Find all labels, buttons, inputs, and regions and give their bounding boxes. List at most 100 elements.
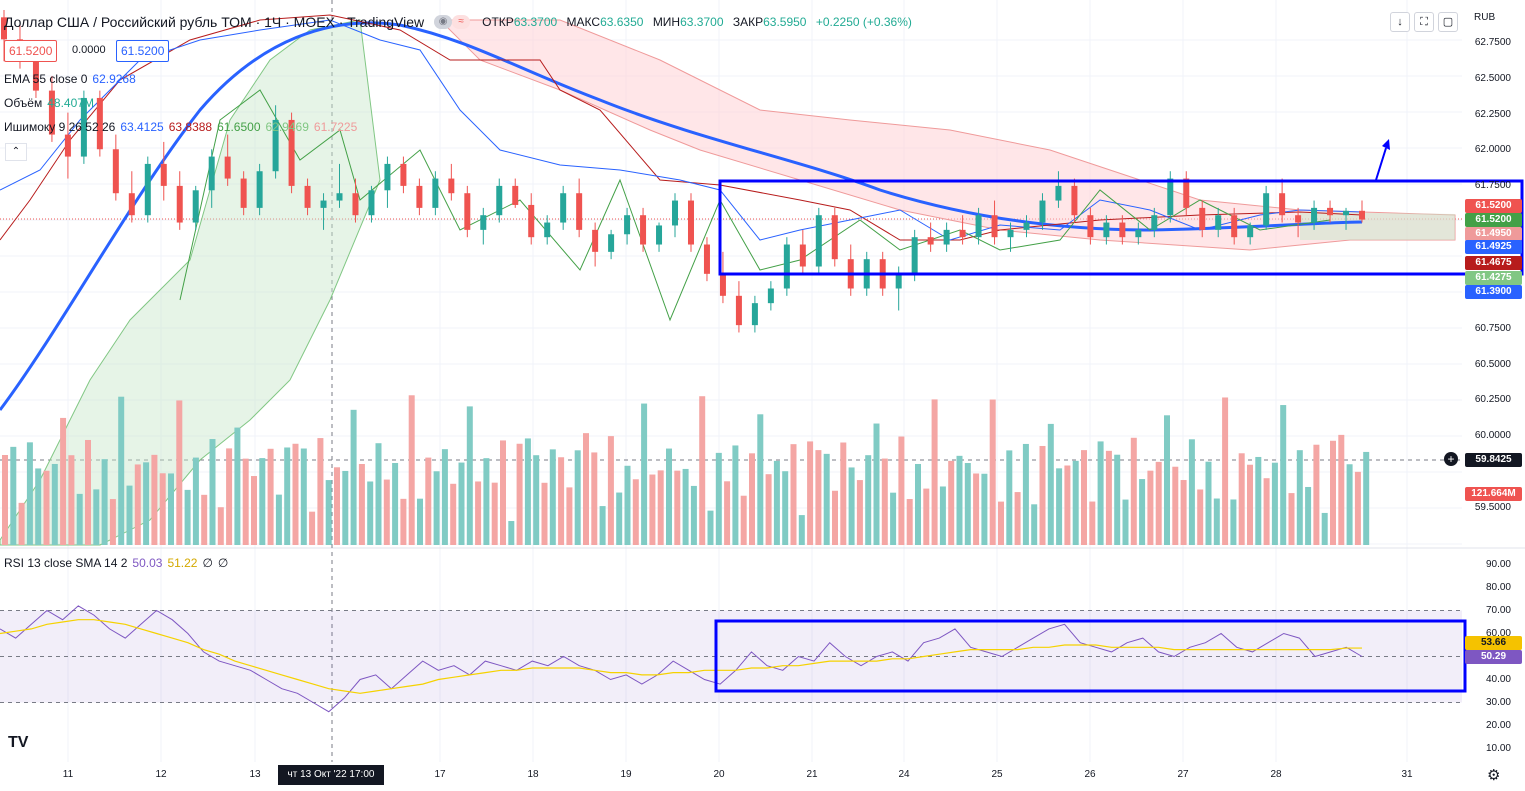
legend-ichimoku[interactable]: Ишимоку 9 26 52 26 63.4125 63.8388 61.6500 6… — [4, 120, 362, 134]
volume-bar — [1238, 453, 1245, 545]
volume-bar — [599, 506, 606, 545]
sell-price-box[interactable]: 61.5200 — [4, 40, 58, 62]
candle-body — [304, 185, 311, 208]
volume-bar — [500, 440, 506, 545]
volume-bar — [284, 447, 291, 545]
volume-bar — [890, 492, 897, 545]
volume-bar — [259, 458, 266, 545]
breakout-arrowhead — [1382, 139, 1390, 150]
candle-body — [1071, 185, 1078, 216]
collapse-legend-icon[interactable]: ⌃ — [5, 143, 27, 161]
volume-bar — [1280, 405, 1287, 545]
scroll-down-button[interactable]: ↓ — [1390, 12, 1410, 32]
volume-bar — [757, 414, 764, 545]
candle-body — [1199, 207, 1206, 230]
candle-body — [384, 163, 391, 191]
volume-bar — [1056, 468, 1063, 545]
volume-bar — [375, 443, 382, 545]
volume-bar — [724, 481, 731, 545]
ichimoku-cloud — [0, 19, 1456, 546]
price-tag: 61.3900 — [1465, 285, 1522, 299]
volume-bar — [1155, 461, 1162, 545]
candle-body — [32, 58, 39, 91]
volume-bar — [1296, 450, 1303, 545]
candle-body — [927, 237, 934, 245]
add-alert-icon[interactable]: + — [1444, 452, 1458, 466]
volume-bar — [400, 498, 407, 545]
settings-gear-icon[interactable]: ⚙ — [1487, 767, 1501, 784]
eye-icon: ◉ — [434, 15, 453, 29]
volume-bar — [1313, 444, 1320, 545]
price-axis-label: 62.5000 — [1474, 73, 1511, 84]
volume-bar — [1354, 471, 1361, 545]
volume-bar — [159, 473, 166, 545]
price-axis-label: 61.7500 — [1474, 180, 1511, 191]
volume-bar — [1014, 492, 1021, 545]
volume-bar — [1089, 501, 1096, 545]
tenkan-line — [0, 19, 1363, 241]
volume-bar — [458, 462, 465, 545]
candle-body — [1103, 222, 1110, 238]
candle-body — [1023, 222, 1030, 230]
volume-bar — [217, 507, 224, 545]
candle-body — [64, 134, 71, 157]
volume-bar — [1114, 454, 1121, 545]
volume-bar — [168, 473, 174, 545]
maximize-button[interactable]: ▢ — [1438, 12, 1458, 32]
volume-histogram — [2, 395, 1370, 545]
buy-price-box[interactable]: 61.5200 — [116, 40, 170, 62]
symbol-title[interactable]: Доллар США / Российский рубль ТОМ · 1Ч ·… — [4, 14, 425, 30]
price-tag: 61.5200 — [1465, 213, 1522, 227]
candle-body — [352, 193, 359, 216]
candle-body — [703, 244, 710, 274]
candle-body — [544, 222, 551, 238]
volume-bar — [732, 445, 739, 545]
legend-volume[interactable]: Объём 48.407M — [4, 96, 99, 110]
open-label: ОТКР — [482, 15, 514, 29]
volume-bar — [558, 457, 565, 545]
volume-bar — [251, 476, 257, 545]
time-axis-label: 25 — [991, 769, 1003, 780]
rsi-value: 50.03 — [132, 556, 163, 570]
candle-body — [368, 190, 375, 216]
volume-bar — [1047, 423, 1054, 545]
candle-body — [767, 288, 774, 304]
fullscreen-button[interactable]: ⛶ — [1414, 12, 1434, 32]
volume-tag: 121.664M — [1465, 487, 1522, 501]
candle-body — [1215, 215, 1222, 230]
high-label: МАКС — [566, 15, 601, 29]
volume-bar — [798, 515, 805, 545]
ichimoku-v4: 61.7225 — [313, 120, 358, 134]
candle-body — [1135, 229, 1142, 238]
volume-bar — [1064, 465, 1071, 545]
currency-label[interactable]: RUB — [1474, 12, 1496, 23]
legend-rsi[interactable]: RSI 13 close SMA 14 2 50.03 51.22 ∅ ∅ — [4, 556, 233, 570]
volume-bar — [1230, 499, 1237, 545]
ichimoku-v3: 62.9469 — [265, 120, 309, 134]
candle-body — [1311, 207, 1318, 223]
volume-bar — [1222, 397, 1229, 545]
ichimoku-v1: 63.8388 — [168, 120, 213, 134]
volume-bar — [881, 458, 888, 545]
volume-bar — [782, 471, 789, 545]
legend-ema[interactable]: EMA 55 close 0 62.9268 — [4, 72, 141, 86]
candle-body — [672, 200, 679, 226]
crosshair-price-tag: 59.8425 — [1465, 453, 1522, 467]
candle-body — [895, 273, 902, 289]
tradingview-logo[interactable]: TV — [8, 734, 29, 751]
candle-body — [176, 185, 183, 223]
rsi-axis-label: 80.00 — [1485, 581, 1511, 593]
volume-bar — [176, 400, 183, 545]
rsi-sma-value: 51.22 — [167, 556, 198, 570]
volume-bar — [441, 449, 448, 545]
candle-body — [1231, 215, 1238, 238]
volume-bar — [948, 460, 955, 545]
volume-bar — [1097, 441, 1104, 545]
volume-bar — [807, 441, 814, 545]
time-axis-label: 28 — [1270, 769, 1282, 780]
volume-bar — [524, 438, 531, 545]
volume-bar — [566, 487, 573, 545]
volume-bar — [1164, 415, 1170, 545]
volume-bar — [591, 452, 598, 545]
